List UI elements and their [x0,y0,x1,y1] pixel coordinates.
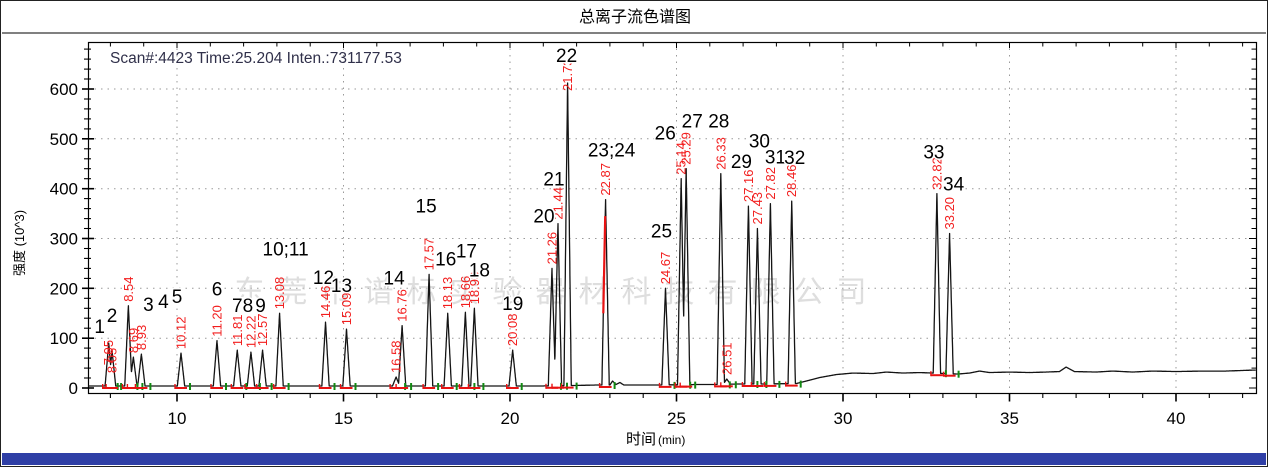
x-axis-title: 时间 [626,431,656,448]
peak-time-label: 28.46 [784,165,799,198]
x-tick-label: 30 [834,409,853,428]
peak-number-label: 21 [543,170,564,191]
peak-time-label: 27.16 [741,170,756,203]
peak-time-label: 26.33 [713,137,728,170]
x-tick-label: 40 [1167,409,1186,428]
peak-time-label: 22.87 [598,163,613,196]
peak-number-label: 27 [682,112,703,133]
peak-number-label: 17 [456,241,477,262]
peak-time-label: 33.20 [942,197,957,230]
peak-number-label: 20 [533,206,554,227]
peak-number-label: 22 [556,46,577,67]
peak-number-label: 28 [708,112,729,133]
y-tick-label: 300 [50,230,78,249]
peak-time-label: 27.82 [763,167,778,200]
peak-number-label: 34 [943,175,965,196]
chart-layer: 10 15 20 25 30 35 4001002003004005006007.958.0… [50,41,1258,428]
peak-time-label: 16.76 [395,289,410,322]
peak-time-label: 14.46 [318,286,333,319]
peak-time-label: 12.57 [255,314,270,347]
y-axis-title: 强度 (10^3) [12,210,27,276]
scan-readout: Scan#:4423 Time:25.204 Inten.:731177.53 [110,50,402,67]
y-tick-label: 100 [50,329,78,348]
x-tick-label: 35 [1000,409,1019,428]
peak-time-label: 26.51 [719,342,734,375]
co-elution-red-edge [602,216,607,314]
peak-number-label: 32 [784,148,805,169]
y-tick-label: 600 [50,80,78,99]
peak-number-label: 14 [384,269,406,290]
peak-number-label: 23;24 [588,141,636,162]
peak-time-label: 18.66 [458,276,473,309]
x-tick-label: 15 [334,409,353,428]
peak-time-label: 18.13 [440,277,455,310]
peak-time-label: 12.22 [243,316,258,349]
peak-number-label: 12 [313,268,334,289]
page-title: 总离子流色谱图 [579,8,691,26]
x-tick-label: 10 [168,409,187,428]
peak-number-label: 29 [731,152,752,173]
peak-time-label: 24.67 [658,252,673,285]
peak-number-label: 26 [655,124,676,145]
peak-number-label: 1 [94,317,105,338]
peak-time-label: 11.81 [230,315,245,347]
y-tick-label: 500 [50,130,78,149]
peak-number-label: 30 [749,132,770,153]
peak-time-label: 20.08 [505,314,520,347]
y-tick-label: 0 [69,379,78,398]
peak-time-label: 25.29 [679,132,694,165]
peak-number-label: 15 [416,196,437,217]
y-tick-label: 400 [50,180,78,199]
peak-time-label: 21.44 [551,187,566,220]
peak-time-label: 16.58 [389,340,404,373]
peak-number-label: 7 [232,296,243,317]
peak-time-label: 11.20 [210,305,225,337]
peak-time-label: 21.73 [560,58,575,91]
x-axis-unit: (min) [658,433,685,447]
peak-time-label: 15.09 [339,293,354,326]
x-tick-label: 25 [667,409,686,428]
peak-number-label: 9 [255,296,266,317]
peak-number-label: 10;11 [263,239,309,260]
y-tick-label: 200 [50,279,78,298]
peak-time-label: 10.12 [174,317,189,350]
peak-time-label: 8.05 [105,348,120,373]
peak-time-label: 8.93 [134,325,149,350]
bottom-bar [2,453,1266,465]
peak-number-label: 3 [143,295,154,316]
chromatogram-curve [87,82,1257,387]
peak-number-label: 5 [172,287,183,308]
peak-number-label: 6 [212,280,223,301]
peak-time-label: 8.54 [121,276,136,301]
plot-frame [87,41,1258,395]
peak-time-label: 21.26 [545,232,560,265]
peak-number-label: 16 [435,249,456,270]
peak-time-label: 27.43 [750,192,765,225]
peak-time-label: 17.57 [422,238,437,271]
peak-number-label: 33 [923,143,944,164]
grid-layer [88,42,1256,393]
peak-number-label: 25 [651,221,672,242]
peak-time-label: 32.82 [929,157,944,190]
peak-number-label: 8 [243,296,254,317]
peak-number-label: 2 [107,306,118,327]
peak-time-label: 13.08 [272,277,287,310]
peak-time-label: 18.93 [467,272,482,305]
peak-number-label: 31 [765,148,786,169]
peak-number-label: 13 [331,276,352,297]
peak-number-label: 19 [502,294,523,315]
peak-number-label: 4 [158,292,169,313]
peak-time-label: 7.95 [101,340,116,365]
peak-number-label: 18 [469,260,490,281]
x-tick-label: 20 [501,409,520,428]
peak-time-label: 25.14 [674,142,689,175]
peak-time-label: 8.69 [126,328,141,353]
